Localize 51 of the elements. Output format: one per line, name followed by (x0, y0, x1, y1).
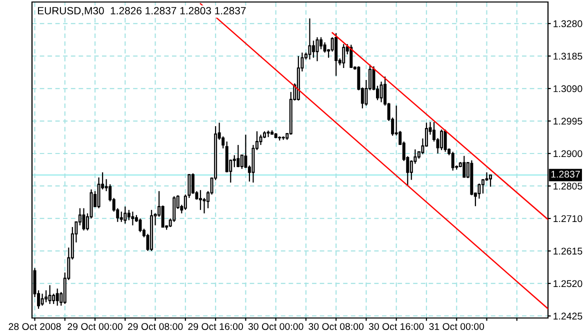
candlestick (44, 290, 48, 303)
x-tick-label: 29 Oct 00:00 (68, 323, 122, 330)
candlestick (56, 288, 59, 306)
candlestick (252, 144, 255, 184)
y-tick-label: 1.2615 (554, 248, 582, 255)
chart-title: EURUSD,M30 1.2826 1.2837 1.2803 1.2837 (38, 7, 246, 16)
candlestick (120, 211, 123, 222)
candlestick (124, 206, 127, 224)
candlestick (320, 36, 323, 50)
x-tick-label: 30 Oct 16:00 (368, 323, 424, 330)
candlestick (266, 130, 270, 138)
candlestick (334, 32, 338, 76)
candlestick (40, 293, 44, 306)
candlestick (236, 144, 240, 168)
ref-line-label: 1.2837 (551, 170, 580, 178)
candlestick (161, 204, 164, 228)
candlestick (97, 176, 100, 209)
candlestick (52, 293, 56, 305)
y-tick-label: 1.2710 (554, 215, 582, 222)
candlestick (380, 81, 383, 103)
candlestick (478, 183, 481, 200)
y-tick-label: 1.3280 (554, 20, 582, 28)
x-tick-label: 29 Oct 08:00 (128, 323, 183, 330)
y-tick-label: 1.2900 (554, 150, 582, 158)
x-tick-label: 28 Oct 2008 (8, 323, 61, 330)
x-tick-label: 30 Oct 08:00 (308, 323, 364, 330)
candlestick (451, 151, 454, 172)
y-tick-label: 1.3090 (554, 85, 582, 92)
candlestick (131, 211, 134, 226)
y-tick-label: 1.2520 (554, 280, 582, 288)
candlestick (316, 36, 319, 62)
y-tick-label: 1.3185 (554, 52, 582, 60)
candlestick (232, 154, 236, 168)
candlestick (462, 155, 466, 178)
candlestick (489, 174, 492, 188)
candlestick (198, 190, 202, 210)
candlestick (323, 42, 326, 54)
candlestick (342, 44, 346, 69)
candlestick (312, 40, 315, 58)
x-tick-label: 31 Oct 00:00 (429, 323, 484, 330)
y-tick-label: 1.2805 (554, 182, 582, 190)
candlestick (82, 208, 86, 232)
candlestick (444, 129, 447, 152)
candlestick (48, 284, 52, 305)
candlestick (440, 129, 444, 151)
candlestick (138, 218, 142, 233)
y-tick-label: 1.2995 (554, 118, 582, 125)
x-tick-label: 29 Oct 16:00 (188, 323, 244, 330)
x-tick-label: 30 Oct 00:00 (248, 323, 304, 330)
candlestick (308, 18, 312, 60)
y-tick-label: 1.2425 (554, 312, 582, 320)
